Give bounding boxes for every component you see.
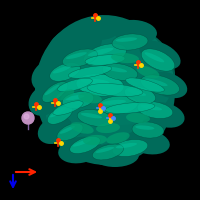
- Ellipse shape: [128, 89, 146, 96]
- Ellipse shape: [112, 34, 148, 50]
- Ellipse shape: [149, 72, 187, 98]
- Ellipse shape: [53, 66, 71, 73]
- Ellipse shape: [57, 123, 83, 141]
- Ellipse shape: [81, 113, 102, 118]
- Ellipse shape: [84, 44, 126, 66]
- Ellipse shape: [47, 106, 73, 124]
- Circle shape: [22, 112, 34, 124]
- Ellipse shape: [58, 137, 102, 163]
- Ellipse shape: [126, 78, 164, 92]
- Ellipse shape: [124, 86, 156, 104]
- Ellipse shape: [126, 113, 150, 123]
- Circle shape: [24, 114, 29, 119]
- Ellipse shape: [92, 144, 124, 160]
- Ellipse shape: [83, 135, 107, 145]
- Ellipse shape: [45, 63, 145, 153]
- Ellipse shape: [87, 84, 143, 96]
- Ellipse shape: [58, 78, 92, 92]
- Ellipse shape: [141, 49, 175, 71]
- Ellipse shape: [102, 100, 126, 105]
- Ellipse shape: [145, 102, 185, 128]
- Ellipse shape: [96, 123, 120, 133]
- Ellipse shape: [76, 74, 124, 96]
- Ellipse shape: [102, 64, 138, 80]
- Ellipse shape: [29, 84, 61, 116]
- Ellipse shape: [31, 58, 69, 92]
- Ellipse shape: [144, 79, 168, 86]
- Ellipse shape: [145, 52, 164, 62]
- Ellipse shape: [96, 147, 114, 153]
- Ellipse shape: [111, 53, 139, 63]
- Ellipse shape: [141, 75, 179, 95]
- Ellipse shape: [65, 95, 84, 100]
- Ellipse shape: [45, 85, 59, 95]
- Ellipse shape: [78, 93, 102, 103]
- Ellipse shape: [42, 82, 68, 102]
- Ellipse shape: [116, 143, 137, 148]
- Ellipse shape: [126, 130, 170, 154]
- Ellipse shape: [80, 16, 120, 40]
- Ellipse shape: [137, 102, 173, 118]
- Ellipse shape: [65, 25, 175, 125]
- Ellipse shape: [53, 101, 83, 115]
- Ellipse shape: [88, 48, 113, 56]
- Ellipse shape: [68, 66, 112, 78]
- Ellipse shape: [91, 143, 139, 167]
- Ellipse shape: [62, 92, 94, 108]
- Ellipse shape: [106, 67, 127, 72]
- Ellipse shape: [60, 126, 75, 134]
- Ellipse shape: [66, 52, 87, 59]
- Ellipse shape: [141, 105, 162, 110]
- Ellipse shape: [38, 116, 72, 144]
- Ellipse shape: [112, 140, 148, 156]
- Ellipse shape: [73, 139, 91, 147]
- Ellipse shape: [139, 41, 181, 69]
- Ellipse shape: [137, 66, 159, 78]
- Ellipse shape: [50, 63, 80, 81]
- Ellipse shape: [113, 20, 157, 44]
- Ellipse shape: [132, 122, 164, 138]
- Ellipse shape: [106, 132, 130, 144]
- Ellipse shape: [56, 89, 74, 101]
- Ellipse shape: [105, 103, 155, 113]
- Ellipse shape: [81, 79, 110, 85]
- Ellipse shape: [50, 108, 65, 117]
- Ellipse shape: [35, 15, 175, 165]
- Ellipse shape: [116, 37, 137, 42]
- Ellipse shape: [48, 26, 102, 64]
- Ellipse shape: [70, 136, 100, 154]
- Ellipse shape: [70, 122, 94, 134]
- Ellipse shape: [98, 96, 138, 114]
- Ellipse shape: [135, 125, 154, 130]
- Ellipse shape: [85, 55, 125, 65]
- Ellipse shape: [77, 110, 113, 126]
- Ellipse shape: [62, 49, 98, 67]
